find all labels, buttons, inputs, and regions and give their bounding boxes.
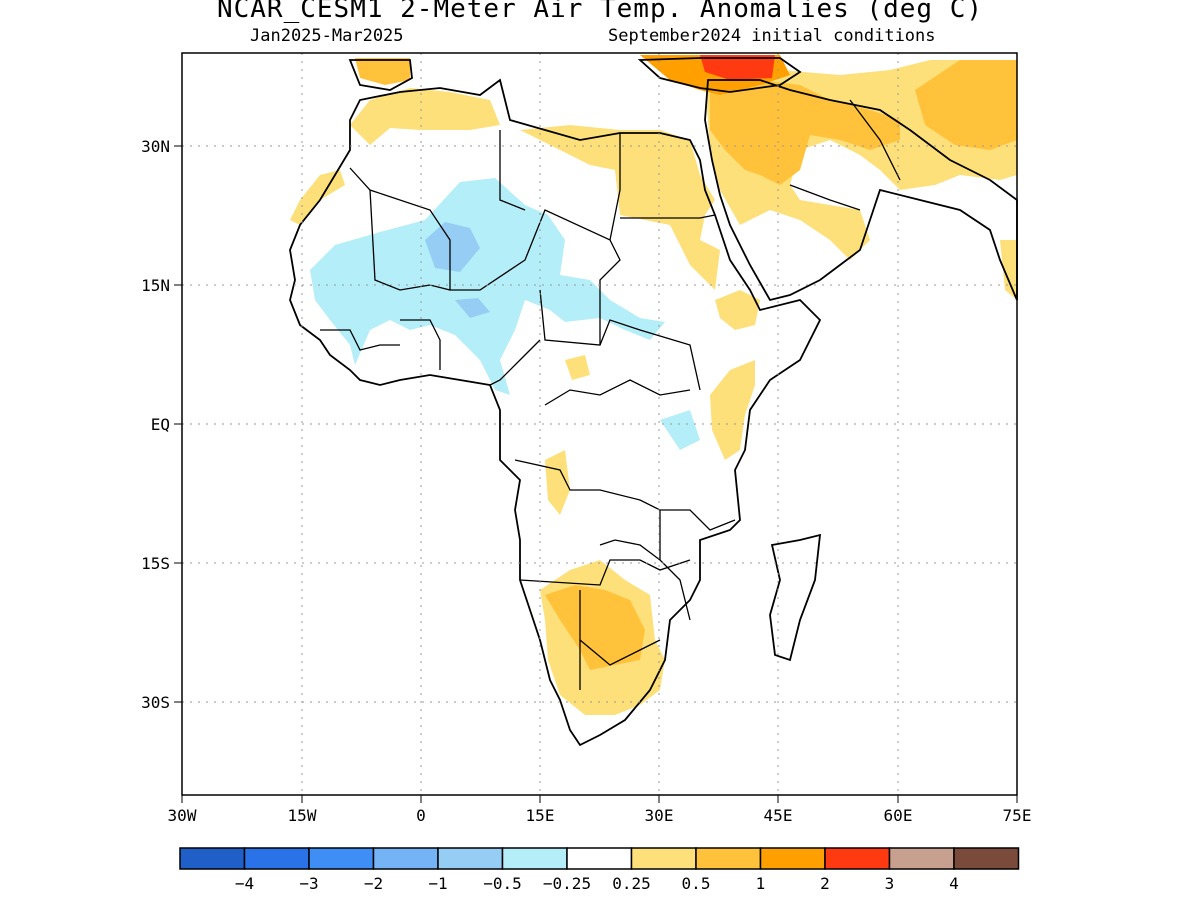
anomaly-warm-kenya (710, 360, 755, 460)
lon-label-75e: 75E (1003, 806, 1032, 825)
anomaly-warm-ethiopia (715, 290, 760, 330)
colorbar-swatch (695, 847, 762, 870)
initial-conditions-label: September2024 initial conditions (608, 26, 936, 46)
colorbar-label: 1 (756, 874, 766, 893)
anomaly-warm-egypt (520, 125, 720, 290)
map-title: NCAR_CESM1 2-Meter Air Temp. Anomalies (… (216, 0, 984, 24)
colorbar-label: 0.5 (682, 874, 711, 893)
colorbar-swatch (630, 847, 697, 870)
period-label: Jan2025-Mar2025 (250, 26, 404, 46)
gridlines (182, 53, 1017, 795)
anomaly-max-turkey (700, 55, 775, 80)
colorbar-swatch (179, 847, 246, 870)
lon-label-45e: 45E (764, 806, 793, 825)
lon-label-60e: 60E (884, 806, 913, 825)
lat-label-30s: 30S (141, 693, 170, 712)
lon-label-30e: 30E (645, 806, 674, 825)
anomaly-warm-west-coast (290, 170, 345, 225)
lon-label-15e: 15E (526, 806, 555, 825)
lon-label-30w: 30W (168, 806, 197, 825)
anomaly-warm-botswana (545, 585, 645, 670)
colorbar-label: −2 (364, 874, 383, 893)
anomaly-warm-gabon (545, 450, 570, 515)
anomaly-cool-lake (660, 410, 700, 450)
lat-label-15n: 15N (141, 276, 170, 295)
colorbar: −4 −3 −2 −1 −0.5 −0.25 0.25 0.5 1 2 3 4 (179, 847, 1020, 893)
anomaly-cool-core-1 (425, 222, 480, 272)
anomaly-warm-india (1000, 240, 1017, 300)
colorbar-swatch (759, 847, 826, 870)
anomaly-shading (290, 55, 1017, 715)
lat-axis: 30N 15N EQ 15S 30S (141, 137, 182, 712)
colorbar-swatch (824, 847, 891, 870)
anomaly-cool-core-2 (455, 298, 490, 318)
colorbar-swatch (437, 847, 504, 870)
colorbar-swatch (888, 847, 955, 870)
colorbar-label: 3 (885, 874, 895, 893)
colorbar-label: −0.5 (483, 874, 522, 893)
coastlines (289, 57, 1018, 747)
colorbar-swatch (566, 847, 633, 870)
anomaly-warm-car (565, 355, 590, 380)
anomaly-warm-iran (915, 60, 1017, 150)
lat-label-30n: 30N (141, 137, 170, 156)
lon-label-0: 0 (416, 806, 426, 825)
country-borders (320, 99, 901, 690)
colorbar-swatch (501, 847, 568, 870)
colorbar-swatch (372, 847, 439, 870)
colorbar-label: 4 (949, 874, 959, 893)
colorbar-swatch (308, 847, 375, 870)
colorbar-swatch (243, 847, 310, 870)
anomaly-cool-sahel (310, 178, 665, 395)
lon-axis: 30W 15W 0 15E 30E 45E 60E 75E (168, 795, 1032, 825)
anomaly-warm-iberia (355, 58, 410, 85)
colorbar-label: 0.25 (612, 874, 651, 893)
lat-label-15s: 15S (141, 554, 170, 573)
colorbar-label: 2 (820, 874, 830, 893)
colorbar-swatch (953, 847, 1020, 870)
colorbar-label: −1 (428, 874, 447, 893)
colorbar-label: −3 (299, 874, 318, 893)
anomaly-warm-maghreb (350, 88, 500, 145)
lon-label-15w: 15W (288, 806, 317, 825)
anomaly-warm-levant (710, 80, 900, 185)
colorbar-label: −4 (235, 874, 254, 893)
lat-label-eq: EQ (151, 415, 170, 434)
colorbar-label: −0.25 (543, 874, 591, 893)
